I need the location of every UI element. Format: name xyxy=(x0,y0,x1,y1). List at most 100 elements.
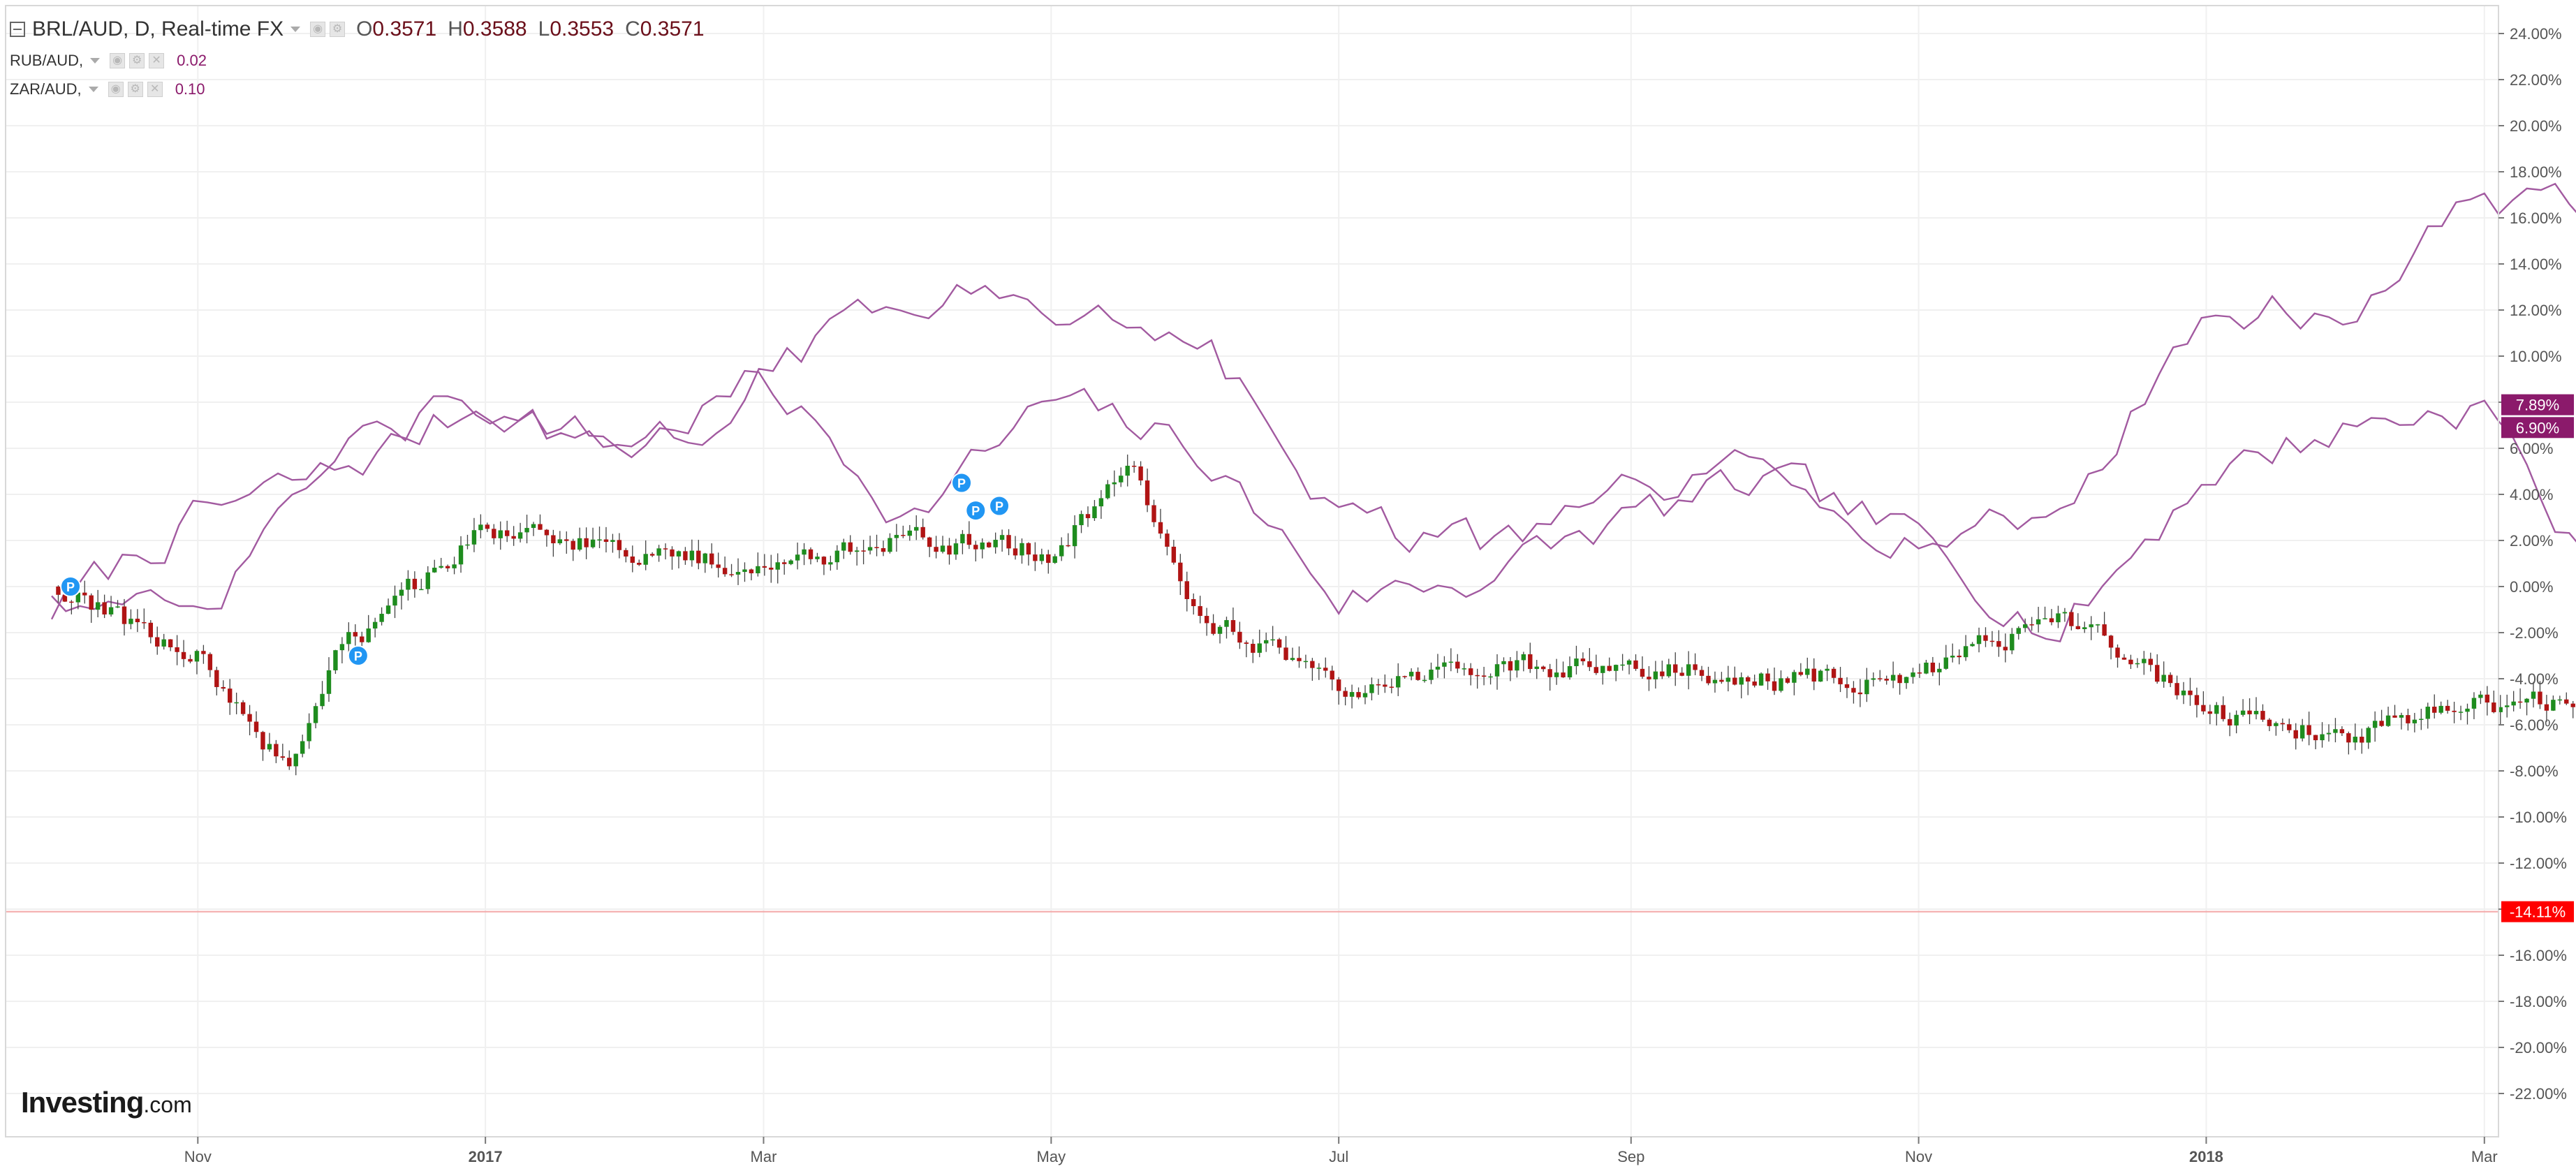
candle-body xyxy=(2062,612,2068,614)
candle-body xyxy=(1811,668,1816,682)
candle-body xyxy=(2148,658,2153,665)
candle-body xyxy=(2505,705,2510,707)
candle-body xyxy=(2557,699,2563,701)
candle-body xyxy=(366,628,371,642)
candle-body xyxy=(2287,724,2292,730)
candle-body xyxy=(1442,662,1447,667)
gear-icon[interactable]: ⚙ xyxy=(330,22,346,37)
eye-icon[interactable]: ◉ xyxy=(108,82,124,97)
event-marker-label[interactable]: P xyxy=(971,504,980,518)
close-icon[interactable]: ✕ xyxy=(147,82,163,97)
high-value: 0.3588 xyxy=(462,17,527,40)
candle-body xyxy=(2406,715,2411,723)
collapse-legend-icon[interactable] xyxy=(10,22,25,37)
candle-body xyxy=(2043,618,2047,619)
close-icon[interactable]: ✕ xyxy=(149,53,165,68)
main-symbol[interactable]: BRL/AUD, D, Real-time FX xyxy=(32,17,284,40)
candle-body xyxy=(221,686,226,689)
candle-body xyxy=(1085,514,1091,519)
chevron-down-icon[interactable] xyxy=(290,27,301,32)
compare-symbol-zar[interactable]: ZAR/AUD, xyxy=(10,80,82,98)
candle-body xyxy=(1422,679,1427,682)
compare-lines xyxy=(50,182,2576,642)
candle-body xyxy=(2167,675,2173,684)
candle-body xyxy=(2471,698,2477,709)
candle-body xyxy=(1540,666,1546,670)
candle-body xyxy=(439,566,443,568)
candle-body xyxy=(1237,631,1242,643)
candle-body xyxy=(122,606,127,624)
candle-body xyxy=(412,578,418,589)
candle-body xyxy=(1033,554,1038,561)
event-marker-icon[interactable] xyxy=(989,495,1010,517)
eye-icon[interactable]: ◉ xyxy=(110,53,126,68)
event-markers[interactable]: PPPPPPPP xyxy=(60,472,2576,1012)
candle-body xyxy=(2115,647,2120,658)
candle-body xyxy=(498,530,503,538)
candle-body xyxy=(1046,554,1051,564)
y-tick-label: 4.00% xyxy=(2510,486,2553,503)
candle-body xyxy=(267,744,272,750)
candle-body xyxy=(2135,663,2140,665)
candle-body xyxy=(907,530,912,536)
candle-body xyxy=(1561,672,1566,678)
candle-body xyxy=(1805,668,1810,675)
event-marker-icon[interactable] xyxy=(951,472,973,494)
eye-icon[interactable]: ◉ xyxy=(310,22,326,37)
candle-body xyxy=(603,539,609,543)
gear-icon[interactable]: ⚙ xyxy=(127,82,143,97)
candle-body xyxy=(247,714,252,722)
candle-body xyxy=(458,545,464,565)
candle-body xyxy=(1323,668,1328,671)
candle-body xyxy=(848,542,853,552)
candle-body xyxy=(392,596,397,606)
candle-body xyxy=(2161,675,2166,682)
candle-body xyxy=(947,545,952,555)
candle-body xyxy=(1983,635,1988,641)
candle-body xyxy=(2538,691,2542,705)
candle-body xyxy=(2155,665,2160,682)
event-marker-label[interactable]: P xyxy=(957,477,966,491)
candle-body xyxy=(2293,730,2298,739)
event-marker-label[interactable]: P xyxy=(995,500,1003,514)
candle-body xyxy=(1462,668,1466,670)
candle-body xyxy=(1435,666,1441,670)
candle-body xyxy=(1607,665,1612,671)
main-legend: BRL/AUD, D, Real-time FX ◉ ⚙ O 0.3571 H 0.… xyxy=(10,15,709,43)
y-tick-label: 24.00% xyxy=(2510,25,2562,43)
candle-body xyxy=(696,550,701,564)
candle-body xyxy=(1864,679,1869,695)
candle-body xyxy=(1270,639,1275,641)
compare-symbol-rub[interactable]: RUB/AUD, xyxy=(10,52,84,69)
chevron-down-icon[interactable] xyxy=(88,87,98,92)
candle-body xyxy=(1587,661,1592,668)
candle-body xyxy=(2194,695,2200,705)
candle-body xyxy=(1171,546,1177,563)
gear-icon[interactable]: ⚙ xyxy=(129,53,145,68)
event-marker-label[interactable]: P xyxy=(354,649,362,663)
event-marker-label[interactable]: P xyxy=(66,580,75,594)
candle-body xyxy=(2267,719,2272,726)
candle-body xyxy=(1594,667,1599,673)
event-marker-icon[interactable] xyxy=(347,645,369,666)
candle-body xyxy=(795,554,800,561)
candle-body xyxy=(894,535,899,538)
last-value-badge xyxy=(2501,417,2574,439)
candle-body xyxy=(1580,658,1586,662)
event-marker-icon[interactable] xyxy=(60,576,82,597)
candle-body xyxy=(1191,598,1196,607)
candle-body xyxy=(2465,708,2470,712)
candle-body xyxy=(867,547,873,551)
candle-body xyxy=(1970,644,1975,647)
candle-body xyxy=(901,535,906,536)
event-marker-icon[interactable] xyxy=(965,500,987,522)
chevron-down-icon[interactable] xyxy=(90,58,101,64)
candle-body xyxy=(920,526,925,538)
candle-body xyxy=(353,632,358,637)
candle-body xyxy=(360,636,365,642)
candle-body xyxy=(2425,707,2430,719)
y-tick-label: 2.00% xyxy=(2510,532,2553,550)
candle-body xyxy=(1119,476,1124,483)
